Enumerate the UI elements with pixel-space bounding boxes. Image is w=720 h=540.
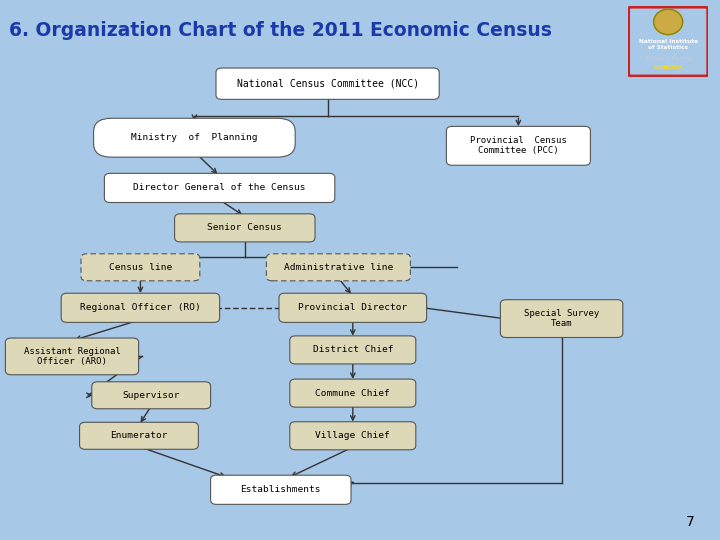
Text: Assistant Regional
Officer (ARO): Assistant Regional Officer (ARO) [24,347,120,366]
Text: 6. Organization Chart of the 2011 Economic Census: 6. Organization Chart of the 2011 Econom… [9,21,552,39]
FancyBboxPatch shape [289,336,416,364]
FancyBboxPatch shape [81,254,200,281]
Text: National Institute
of Statistics: National Institute of Statistics [639,39,698,50]
Text: Director General of the Census: Director General of the Census [133,184,306,192]
FancyBboxPatch shape [266,254,410,281]
Text: CAMBODIA: CAMBODIA [653,65,683,70]
Text: Commune Chief: Commune Chief [315,389,390,397]
Text: Provincial Director: Provincial Director [298,303,408,312]
Text: Administrative line: Administrative line [284,263,393,272]
Text: Senior Census: Senior Census [207,224,282,232]
FancyBboxPatch shape [216,68,439,99]
FancyBboxPatch shape [94,118,295,157]
Text: Ministry of Planning: Ministry of Planning [646,56,690,60]
Text: District Chief: District Chief [312,346,393,354]
Text: Ministry  of  Planning: Ministry of Planning [131,133,258,142]
Text: National Census Committee (NCC): National Census Committee (NCC) [237,79,418,89]
Text: Census line: Census line [109,263,172,272]
Text: Special Survey
Team: Special Survey Team [524,309,599,328]
Circle shape [654,9,683,35]
FancyBboxPatch shape [6,338,138,375]
FancyBboxPatch shape [61,293,220,322]
FancyBboxPatch shape [175,214,315,242]
Text: Village Chief: Village Chief [315,431,390,440]
Text: Regional Officer (RO): Regional Officer (RO) [80,303,201,312]
FancyBboxPatch shape [279,293,426,322]
FancyBboxPatch shape [104,173,335,202]
FancyBboxPatch shape [446,126,590,165]
FancyBboxPatch shape [289,379,416,407]
Text: Supervisor: Supervisor [122,391,180,400]
Text: Establishments: Establishments [240,485,321,494]
FancyBboxPatch shape [289,422,416,450]
FancyBboxPatch shape [79,422,199,449]
FancyBboxPatch shape [500,300,623,338]
Text: 7: 7 [686,515,695,529]
Text: Enumerator: Enumerator [110,431,168,440]
FancyBboxPatch shape [210,475,351,504]
FancyBboxPatch shape [92,382,210,409]
Text: Provincial  Census
Committee (PCC): Provincial Census Committee (PCC) [470,136,567,156]
